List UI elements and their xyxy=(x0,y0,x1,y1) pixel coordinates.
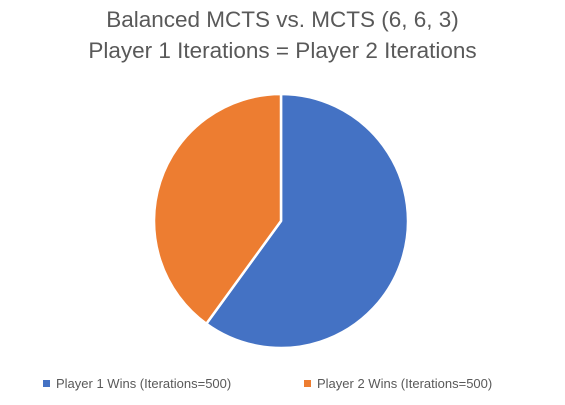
legend-label-player-1: Player 1 Wins (Iterations=500) xyxy=(56,376,232,391)
chart-title: Balanced MCTS vs. MCTS (6, 6, 3) Player … xyxy=(0,4,565,66)
chart-title-line-1: Balanced MCTS vs. MCTS (6, 6, 3) xyxy=(106,7,459,32)
legend-item-player-1: Player 1 Wins (Iterations=500) xyxy=(43,374,231,394)
legend-item-player-2: Player 2 Wins (Iterations=500) xyxy=(304,374,492,394)
legend: Player 1 Wins (Iterations=500) Player 2 … xyxy=(0,374,565,394)
chart-title-line-2: Player 1 Iterations = Player 2 Iteration… xyxy=(88,38,477,63)
legend-swatch-player-1 xyxy=(43,380,50,387)
pie-slice-2 xyxy=(152,92,283,325)
pie-slice-1 xyxy=(205,92,410,350)
legend-swatch-player-2 xyxy=(304,380,311,387)
legend-label-player-2: Player 2 Wins (Iterations=500) xyxy=(317,376,493,391)
pie-slices xyxy=(152,92,410,350)
